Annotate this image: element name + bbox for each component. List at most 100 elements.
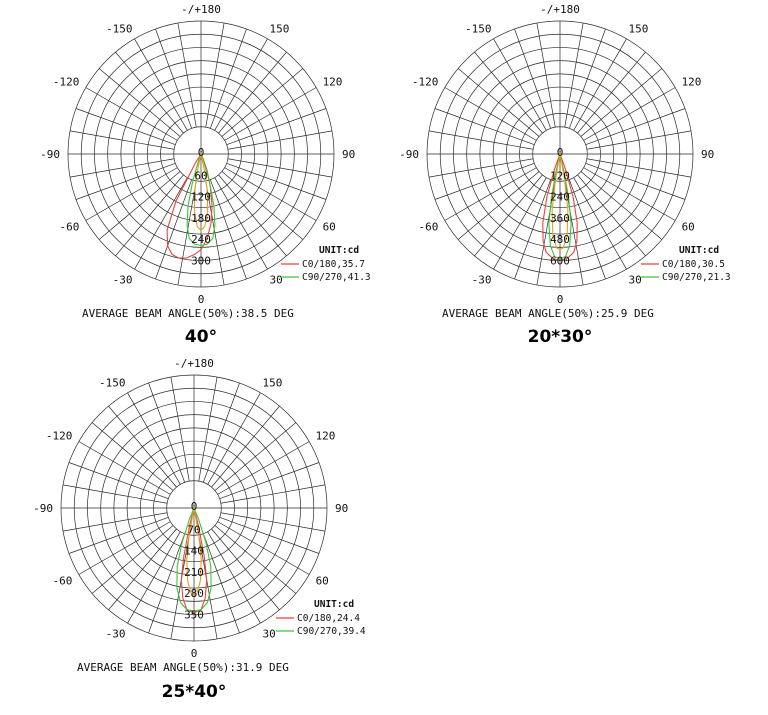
grid-spoke [219,462,320,500]
secondary-curve [186,507,202,597]
radial-tick-label: 280 [184,587,204,600]
angle-label: -90 [399,148,419,161]
grid-spoke [62,484,168,504]
polar-grid [67,20,335,288]
grid-spoke [148,533,186,634]
grid-spoke [564,180,584,286]
radial-tick-label: 360 [550,212,570,225]
radial-tick-label: 140 [184,545,204,558]
grid-spoke [69,130,175,150]
secondary-curve [193,153,209,232]
grid-spoke [127,392,181,485]
polar-grid [426,20,694,288]
grid-spoke [227,158,333,178]
grid-spoke [155,179,193,280]
grid-spoke [220,512,326,532]
angle-label: -120 [412,76,439,89]
angle-label: -150 [106,22,133,35]
grid-spoke [209,179,247,280]
grid-spoke [134,177,188,270]
grid-spoke [444,87,537,141]
grid-spoke [108,405,177,488]
grid-spoke [434,162,535,200]
grid-spoke [211,528,280,611]
grid-spoke [585,108,686,146]
polar-chart-20x30: -/+180 150 120 90 60 30 0 -30 -60 -90 -120 -150 0 120… [360,0,760,355]
radial-tick-label: 600 [550,254,570,267]
beam-angle-label: AVERAGE BEAM ANGLE(50%):31.9 DEG [77,661,289,674]
grid-spoke [207,392,261,485]
angle-label: 0 [191,647,198,660]
legend-label: C90/270,21.3 [662,272,731,283]
grid-spoke [207,531,261,624]
radial-tick-label: 0 [198,146,205,159]
angle-label: -120 [53,76,80,89]
grid-spoke [457,68,540,137]
polar-chart-svg: -/+1801501209060300-30-60-90-120-1500601… [40,3,371,347]
angle-label: 120 [316,430,336,443]
grid-spoke [214,422,297,491]
legend-label: C0/180,30.5 [662,259,725,270]
angle-label: -30 [106,628,126,641]
angle-label: 60 [316,575,329,588]
grid-spoke [224,167,317,221]
chart-caption: 40° [185,327,217,347]
grid-spoke [434,108,535,146]
angle-label: -30 [113,274,133,287]
grid-spoke [170,376,190,482]
grid-spoke [577,174,646,257]
grid-spoke [474,174,543,257]
radial-tick-label: 240 [550,191,570,204]
grid-spoke [170,534,190,640]
grid-spoke [68,516,169,554]
grid-spoke [69,158,175,178]
grid-spoke [227,130,333,150]
series-curve [180,507,208,614]
grid-spoke [98,68,181,137]
angle-label: -/+180 [181,3,221,16]
polar-chart-25x40: -/+180 150 120 90 60 30 0 -30 -60 -90 -120 -150 0 70 1… [0,355,366,715]
unit-label: UNIT:cd [319,245,359,256]
angle-label: 0 [198,293,205,306]
legend-label: C90/270,39.4 [297,626,366,637]
grid-spoke [224,87,317,141]
angle-label: 60 [323,221,336,234]
angle-label: 30 [263,628,276,641]
angle-label: 0 [557,293,564,306]
angle-label: 90 [335,502,348,515]
grid-spoke [177,180,197,286]
chart-caption: 25*40° [162,682,227,702]
angle-label: 150 [263,376,283,389]
grid-spoke [91,525,174,594]
grid-spoke [115,174,184,257]
grid-spoke [214,38,268,131]
angle-label: -30 [472,274,492,287]
angle-label: 120 [323,76,343,89]
angle-label: -60 [53,575,73,588]
polar-chart-40: -/+180 150 120 90 60 30 0 -30 -60 -90 -120 -150 0 60 1… [0,0,371,355]
grid-spoke [98,171,181,240]
radial-tick-label: 0 [557,146,564,159]
grid-spoke [564,22,584,128]
grid-spoke [474,51,543,134]
grid-spoke [218,174,287,257]
grid-spoke [536,22,556,128]
grid-spoke [108,528,177,611]
grid-spoke [428,130,534,150]
angle-label: 120 [682,76,702,89]
grid-spoke [428,158,534,178]
grid-spoke [62,512,168,532]
grid-spoke [155,28,193,129]
series-curve [186,152,216,247]
angle-label: 30 [629,274,642,287]
radial-tick-label: 240 [191,233,211,246]
grid-spoke [221,171,304,240]
angle-label: -60 [60,221,80,234]
beam-angle-label: AVERAGE BEAM ANGLE(50%):38.5 DEG [82,307,294,320]
grid-spoke [198,376,218,482]
polar-grid [60,374,328,642]
grid-spoke [444,167,537,221]
beam-angle-label: AVERAGE BEAM ANGLE(50%):25.9 DEG [442,307,654,320]
grid-spoke [219,516,320,554]
grid-spoke [202,533,240,634]
